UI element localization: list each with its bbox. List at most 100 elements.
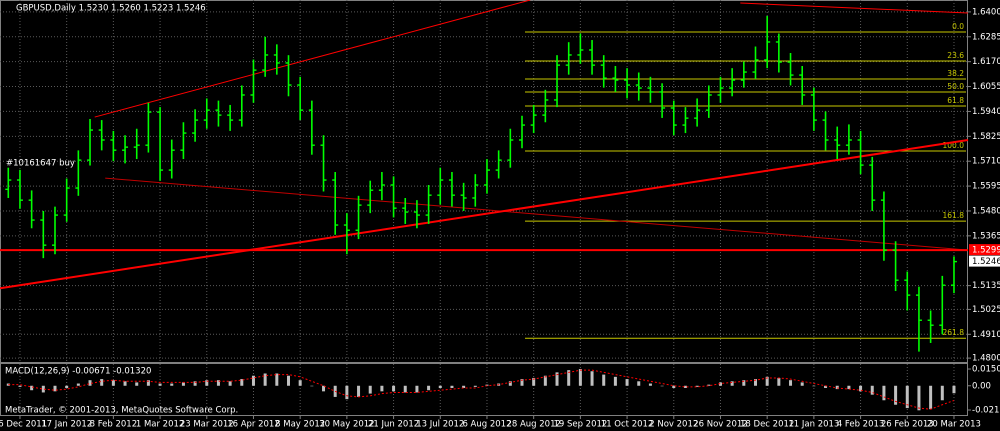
- macd-bar: [882, 385, 886, 401]
- macd-bar: [777, 377, 781, 386]
- x-tick-label: 16 Apr 2012: [227, 420, 280, 430]
- y-tick-label: 1.6285: [972, 32, 1000, 42]
- current-price-label: 1.5246: [972, 257, 1000, 267]
- macd-bar: [30, 385, 34, 391]
- macd-bar: [952, 385, 956, 394]
- x-tick-label: 19 Sep 2012: [553, 420, 607, 430]
- macd-bar: [859, 385, 863, 392]
- macd-bar: [718, 382, 722, 386]
- macd-bar: [754, 379, 757, 386]
- y-tick-label: 1.6400: [972, 7, 1000, 17]
- macd-bar: [135, 382, 139, 386]
- macd-bar: [578, 369, 582, 386]
- macd-bar: [543, 375, 547, 386]
- footer: MetaTrader, © 2001-2013, MetaQuotes Soft…: [5, 406, 238, 416]
- macd-bar: [181, 382, 185, 386]
- macd-bar: [462, 385, 466, 388]
- trendline: [94, 0, 531, 118]
- macd-bar: [660, 385, 664, 387]
- y-tick-label: 1.6170: [972, 57, 1000, 67]
- fib-label: 23.6: [947, 51, 964, 60]
- trendline: [0, 139, 969, 290]
- macd-bar: [683, 385, 687, 388]
- x-tick-label: 26 Dec 2011: [0, 420, 47, 430]
- fib-label: 50.0: [947, 82, 964, 91]
- x-tick-label: 26 Nov 2012: [693, 420, 747, 430]
- macd-bar: [637, 381, 641, 386]
- fib-label: 61.8: [947, 96, 964, 105]
- x-tick-label: 8 Feb 2012: [90, 420, 138, 430]
- y-tick-label: 1.4910: [972, 330, 1000, 340]
- macd-bar: [602, 374, 606, 386]
- macd-bar: [76, 383, 80, 386]
- macd-bar: [473, 385, 477, 387]
- x-tick-label: 23 Mar 2012: [180, 420, 234, 430]
- macd-bar: [789, 380, 793, 386]
- x-tick-label: 20 Mar 2013: [927, 420, 981, 430]
- macd-bar: [310, 385, 314, 387]
- bars-layer: [5, 16, 957, 411]
- price-panel-frame: [0, 0, 968, 363]
- macd-bar: [450, 385, 454, 388]
- labels-layer: GBPUSD,Daily 1.5230 1.5260 1.5223 1.5246…: [0, 4, 1000, 430]
- macd-bar: [111, 380, 115, 386]
- macd-bar: [216, 380, 220, 386]
- y-tick-label: 1.6055: [972, 82, 1000, 92]
- macd-bar: [380, 385, 384, 392]
- macd-bar: [567, 370, 571, 386]
- x-tick-label: 18 Dec 2012: [740, 420, 794, 430]
- macd-bar: [613, 376, 617, 386]
- macd-bar: [123, 381, 127, 386]
- fib-label: 100.0: [943, 141, 965, 150]
- macd-bar: [275, 373, 279, 386]
- macd-bar: [485, 384, 489, 386]
- macd-bar: [648, 383, 652, 386]
- macd-bar: [240, 379, 244, 386]
- macd-bar: [800, 382, 804, 386]
- macd-bar: [427, 385, 431, 391]
- annotation: #10161647 buy: [6, 159, 75, 169]
- x-tick-label: 28 Aug 2012: [506, 420, 560, 430]
- macd-bar: [824, 385, 828, 388]
- y-tick-label: 1.5025: [972, 305, 1000, 315]
- y-tick-label: 1.5480: [972, 206, 1000, 216]
- macd-bar: [695, 385, 699, 387]
- chart-title: GBPUSD,Daily 1.5230 1.5260 1.5223 1.5246: [16, 4, 206, 14]
- macd-bar: [870, 385, 874, 395]
- macd-bar: [298, 380, 302, 386]
- macd-bar: [765, 376, 769, 386]
- x-tick-label: 13 Jul 2012: [416, 420, 464, 430]
- macd-bar: [357, 385, 361, 397]
- fib-label: 0.0: [952, 22, 964, 31]
- trendline: [740, 2, 969, 14]
- current-price-box: [969, 255, 1000, 267]
- macd-bar: [730, 381, 734, 386]
- macd-bar: [251, 375, 255, 386]
- y-tick-label: 1.5135: [972, 281, 1000, 291]
- x-tick-label: 11 Jan 2013: [788, 420, 839, 430]
- macd-bar: [438, 385, 442, 388]
- macd-bar: [146, 380, 150, 386]
- macd-bar: [100, 379, 104, 386]
- macd-bar: [835, 385, 839, 390]
- macd-bar: [65, 385, 69, 388]
- macd-bar: [41, 385, 45, 393]
- fib-label: 38.2: [947, 69, 964, 78]
- x-tick-label: 4 Feb 2013: [837, 420, 885, 430]
- macd-bar: [403, 385, 407, 393]
- x-tick-label: 2 Nov 2012: [649, 420, 698, 430]
- macd-bar: [392, 385, 396, 392]
- macd-panel-frame: [0, 363, 968, 416]
- macd-bar: [742, 380, 746, 386]
- macd-bar: [520, 379, 524, 386]
- y-tick-label: 1.5825: [972, 132, 1000, 142]
- y-tick-label: 1.5710: [972, 157, 1000, 167]
- macd-bar: [170, 383, 174, 386]
- macd-bar: [590, 371, 594, 386]
- macd-bar: [532, 377, 536, 386]
- hline-label-box: [969, 244, 1000, 256]
